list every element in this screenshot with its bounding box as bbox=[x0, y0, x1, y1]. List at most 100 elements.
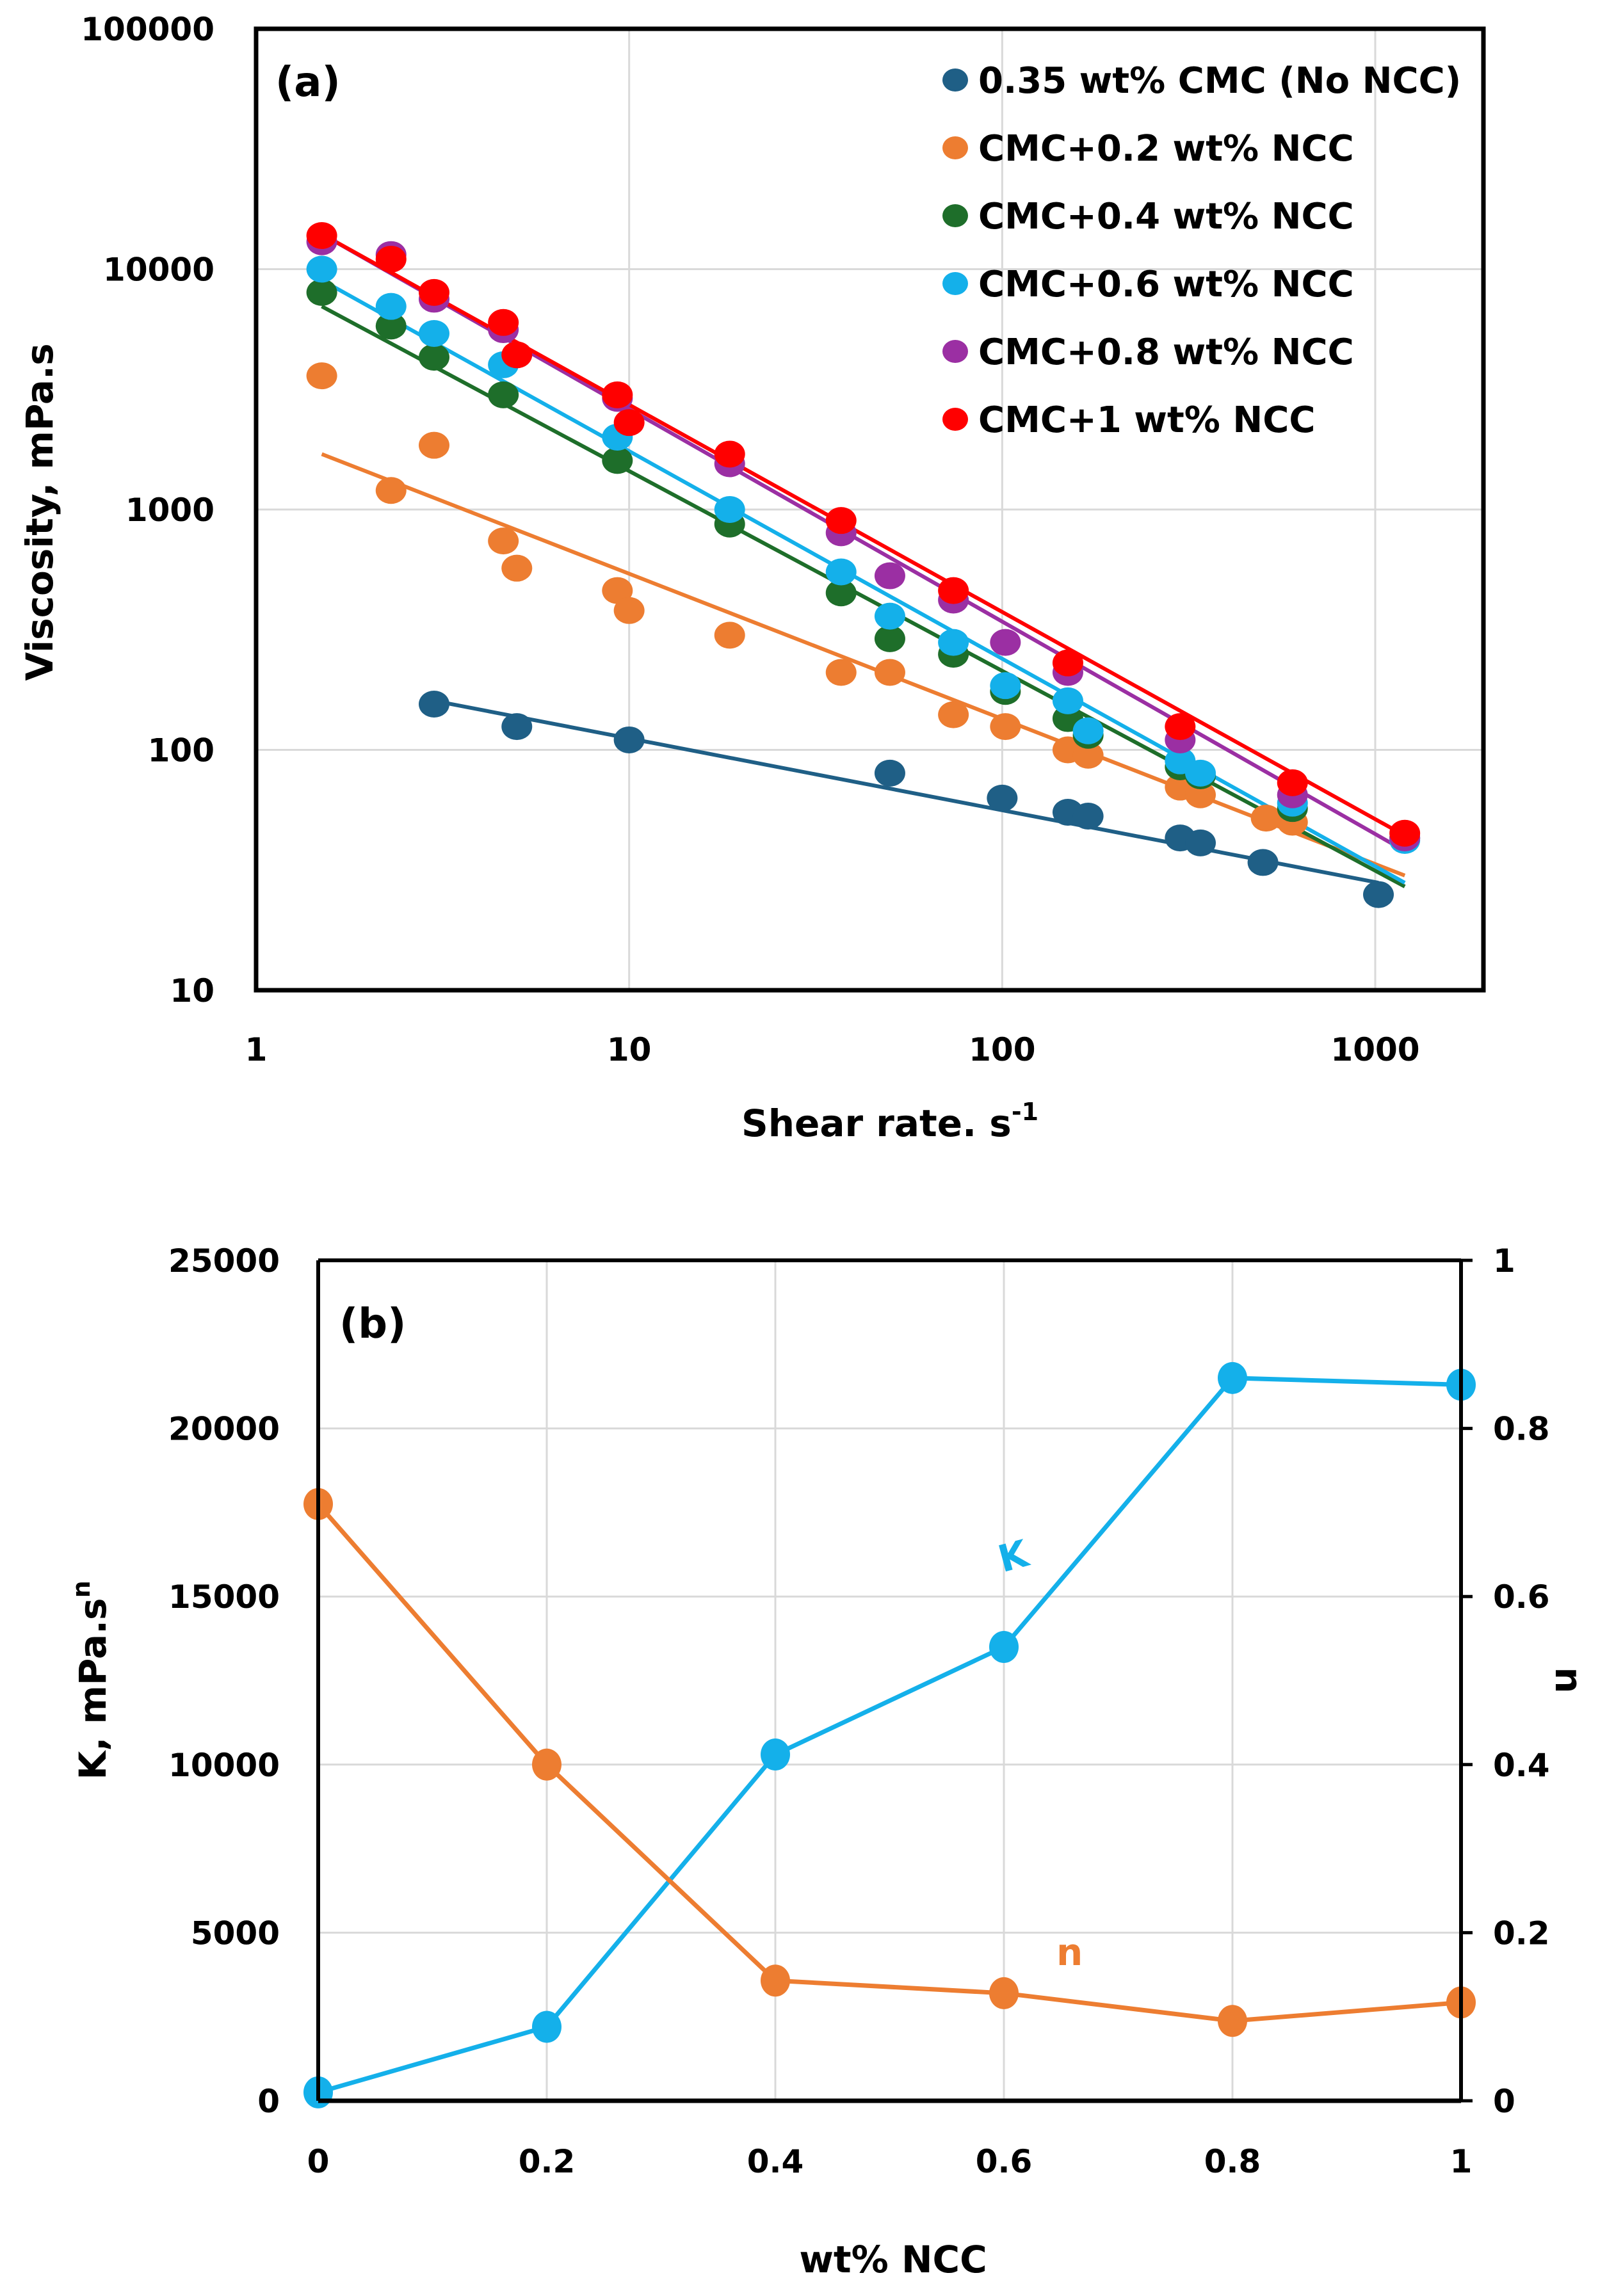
data-point-s1 bbox=[714, 622, 745, 649]
legend-label: CMC+0.6 wt% NCC bbox=[978, 264, 1354, 305]
data-point-s4 bbox=[990, 629, 1021, 656]
series-line-K bbox=[318, 1376, 1462, 2095]
y-axis-title: Viscosity, mPa.s bbox=[18, 343, 61, 680]
data-point-s1 bbox=[375, 477, 407, 504]
data-point-s3 bbox=[990, 672, 1021, 700]
legend-marker-0 bbox=[942, 68, 968, 92]
data-point-s0 bbox=[1247, 849, 1279, 876]
data-point-s3 bbox=[825, 558, 857, 586]
data-point-s2 bbox=[306, 278, 337, 306]
trendline-1 bbox=[321, 452, 1406, 878]
x-tick-label: 0.4 bbox=[747, 2143, 804, 2180]
legend-marker-1 bbox=[942, 136, 968, 159]
y-tick-label: 15000 bbox=[168, 1578, 280, 1616]
data-point-s1 bbox=[1250, 805, 1282, 832]
series-label-n: n bbox=[1056, 1931, 1083, 1974]
data-point-s3 bbox=[938, 629, 969, 656]
data-point-s3 bbox=[306, 255, 337, 283]
legend-label: CMC+0.8 wt% NCC bbox=[978, 332, 1354, 373]
x-tick-label: 100 bbox=[969, 1031, 1035, 1068]
data-point-s1 bbox=[938, 701, 969, 728]
trendline-5 bbox=[321, 232, 1406, 838]
data-point-s2 bbox=[825, 579, 857, 607]
data-point-s5 bbox=[714, 440, 745, 468]
x-tick-label: 1 bbox=[245, 1031, 268, 1068]
data-point-s3 bbox=[1185, 759, 1216, 787]
y2-axis-title: n bbox=[1547, 1667, 1590, 1693]
y-tick-label: 1000 bbox=[125, 492, 214, 529]
data-point-s4 bbox=[874, 562, 905, 590]
x-axis-title-sup: -1 bbox=[1012, 1098, 1038, 1126]
data-point-n bbox=[1218, 2005, 1247, 2037]
data-point-s0 bbox=[1072, 803, 1104, 830]
x-tick-label: 10 bbox=[607, 1031, 652, 1068]
data-point-s0 bbox=[1363, 881, 1394, 908]
y2-tick-label: 1 bbox=[1493, 1242, 1515, 1280]
data-point-s5 bbox=[825, 507, 857, 534]
data-point-s2 bbox=[488, 381, 519, 408]
y-tick-label: 20000 bbox=[168, 1411, 280, 1448]
data-point-s5 bbox=[938, 577, 969, 604]
data-point-s3 bbox=[375, 293, 407, 320]
x-tick-label: 1000 bbox=[1330, 1031, 1419, 1068]
y-tick-label: 5000 bbox=[191, 1915, 280, 1952]
y-axis-title: K, mPa.sn bbox=[67, 1580, 115, 1779]
panel-label: (b) bbox=[339, 1301, 406, 1348]
y-tick-label: 100000 bbox=[81, 11, 214, 48]
y2-tick-label: 0.2 bbox=[1493, 1915, 1550, 1952]
y-axis-title-text: K, mPa.s bbox=[71, 1598, 115, 1779]
legend-marker-5 bbox=[942, 408, 968, 431]
data-point-s2 bbox=[375, 312, 407, 340]
data-point-s1 bbox=[1185, 781, 1216, 808]
data-point-s1 bbox=[501, 554, 533, 582]
data-point-s5 bbox=[419, 278, 450, 306]
data-point-s5 bbox=[1052, 649, 1083, 677]
data-point-s3 bbox=[714, 496, 745, 523]
data-point-s3 bbox=[1072, 717, 1104, 744]
legend-marker-3 bbox=[942, 272, 968, 295]
x-tick-label: 1 bbox=[1450, 2143, 1473, 2180]
y2-tick-label: 0.8 bbox=[1493, 1411, 1550, 1448]
panel-a: 1 10 100 1000 10 100 1000 10000 100000 (a) 0.35 wt… bbox=[18, 11, 1486, 1145]
legend-label: CMC+1 wt% NCC bbox=[978, 399, 1315, 441]
data-point-s1 bbox=[488, 527, 519, 555]
legend-marker-2 bbox=[942, 204, 968, 227]
y-axis-title-sup: n bbox=[67, 1580, 95, 1598]
y-tick-label: 0 bbox=[257, 2083, 280, 2120]
data-point-s1 bbox=[602, 577, 633, 604]
data-point-s0 bbox=[987, 784, 1018, 812]
data-point-s1 bbox=[1072, 741, 1104, 769]
data-point-s5 bbox=[1277, 769, 1308, 796]
data-point-s5 bbox=[1389, 819, 1421, 847]
data-point-s5 bbox=[602, 381, 633, 408]
data-point-K bbox=[532, 2011, 561, 2043]
legend-label: CMC+0.2 wt% NCC bbox=[978, 128, 1354, 170]
data-point-s1 bbox=[874, 659, 905, 686]
data-point-K bbox=[761, 1738, 790, 1771]
legend-label: 0.35 wt% CMC (No NCC) bbox=[978, 60, 1461, 102]
x-tick-label: 0.8 bbox=[1204, 2143, 1261, 2180]
data-point-s0 bbox=[419, 691, 450, 718]
x-axis-title: wt% NCC bbox=[799, 2238, 987, 2281]
y2-tick-label: 0 bbox=[1493, 2083, 1515, 2120]
legend-marker-4 bbox=[942, 340, 968, 363]
data-point-s5 bbox=[1165, 713, 1196, 741]
data-point-s1 bbox=[419, 431, 450, 459]
y-tick-label: 10000 bbox=[103, 252, 214, 289]
data-point-s1 bbox=[306, 362, 337, 390]
data-point-n bbox=[989, 1977, 1019, 2009]
data-point-K bbox=[1218, 1361, 1247, 1394]
data-point-s2 bbox=[419, 344, 450, 371]
trendline-0 bbox=[433, 698, 1379, 885]
series-label-K: K bbox=[994, 1531, 1034, 1581]
data-point-s1 bbox=[990, 713, 1021, 741]
data-point-s0 bbox=[501, 713, 533, 741]
data-point-s2 bbox=[874, 625, 905, 652]
data-point-s0 bbox=[1185, 829, 1216, 856]
trendline-4 bbox=[321, 232, 1406, 853]
y-tick-label: 10000 bbox=[168, 1747, 280, 1784]
data-point-s3 bbox=[874, 602, 905, 630]
data-point-s1 bbox=[825, 659, 857, 686]
y-tick-label: 10 bbox=[170, 972, 214, 1009]
